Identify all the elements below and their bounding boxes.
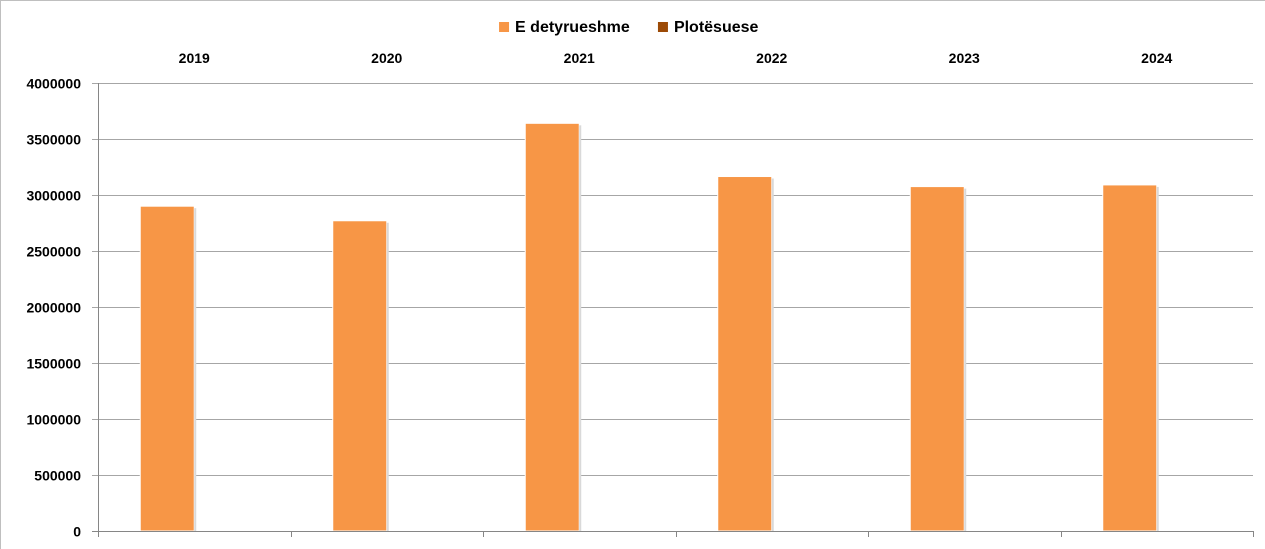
axes	[92, 83, 1254, 537]
bar-shadow	[771, 178, 774, 531]
legend-item-1: Plotësuese	[657, 19, 759, 36]
bar-2021-s0	[524, 122, 580, 532]
bar-2022-s0	[717, 176, 773, 532]
legend-swatch	[657, 22, 668, 32]
bar-2023-s0	[909, 186, 965, 532]
legend-item-0: E detyrueshme	[499, 19, 630, 36]
x-tick-label: 2024	[1141, 50, 1172, 66]
y-tick-label: 3000000	[26, 188, 81, 204]
x-tick-label: 2021	[564, 50, 595, 66]
x-tick-label: 2022	[756, 50, 787, 66]
legend-swatch	[499, 22, 510, 32]
bar-2020-s0	[332, 220, 388, 532]
bar-shadow	[964, 188, 967, 531]
y-tick-label: 500000	[34, 468, 81, 484]
y-tick-label: 1500000	[26, 356, 81, 372]
bar-shadow	[579, 125, 582, 531]
bars	[139, 122, 1159, 532]
y-tick-label: 3500000	[26, 132, 81, 148]
y-tick-label: 2500000	[26, 244, 81, 260]
x-tick-labels: 2019 2020 2021 2022 2023 2024	[179, 50, 1173, 66]
y-tick-label: 4000000	[26, 76, 81, 92]
bar-shadow	[194, 208, 197, 531]
x-tick-label: 2019	[179, 50, 210, 66]
y-tick-label: 2000000	[26, 300, 81, 316]
x-tick-label: 2023	[949, 50, 980, 66]
x-tick-label: 2020	[371, 50, 402, 66]
legend-label: Plotësuese	[674, 19, 759, 36]
y-tick-labels: 0 500000 1000000 1500000 2000000 2500000 30000…	[26, 76, 81, 540]
legend-label: E detyrueshme	[515, 19, 630, 36]
bar-shadow	[386, 222, 389, 531]
bar-shadow	[1156, 186, 1159, 532]
y-tick-label: 0	[73, 524, 81, 540]
legend: E detyrueshme Plotësuese	[499, 19, 759, 36]
bar-2019-s0	[139, 205, 195, 532]
bar-2024-s0	[1102, 184, 1158, 532]
y-tick-label: 1000000	[26, 412, 81, 428]
gridlines	[92, 83, 1253, 476]
